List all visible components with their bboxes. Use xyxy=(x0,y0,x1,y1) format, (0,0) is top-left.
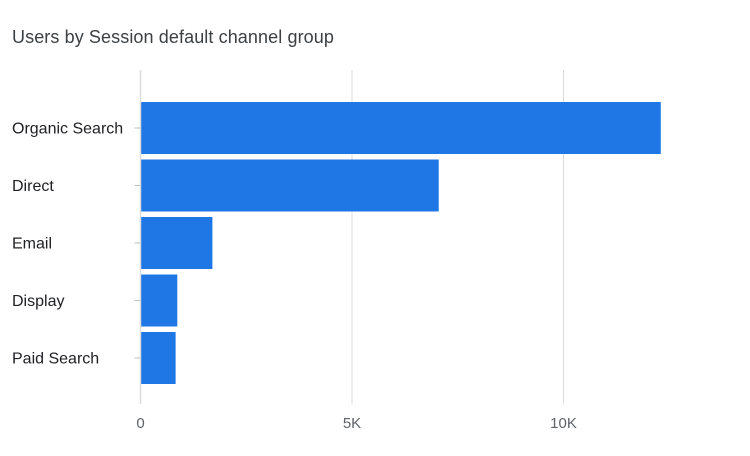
chart-title: Users by Session default channel group xyxy=(12,27,334,47)
bar-display[interactable] xyxy=(140,274,178,327)
category-label: Display xyxy=(12,293,64,310)
x-tick-label: 5K xyxy=(343,415,361,432)
category-label: Organic Search xyxy=(12,121,123,138)
bar-direct[interactable] xyxy=(140,159,439,212)
bar-organic-search[interactable] xyxy=(140,102,661,154)
bar-paid-search[interactable] xyxy=(140,332,176,384)
x-tick-label: 0 xyxy=(136,415,144,432)
category-label: Direct xyxy=(12,178,54,195)
category-label: Email xyxy=(12,236,52,253)
bars-layer xyxy=(140,102,661,384)
bar-email[interactable] xyxy=(140,217,213,269)
category-label: Paid Search xyxy=(12,351,99,368)
x-tick-label: 10K xyxy=(550,415,577,432)
axis-layer: 0 5K 10K Organic Search Direct Email Display Pa… xyxy=(12,70,577,432)
